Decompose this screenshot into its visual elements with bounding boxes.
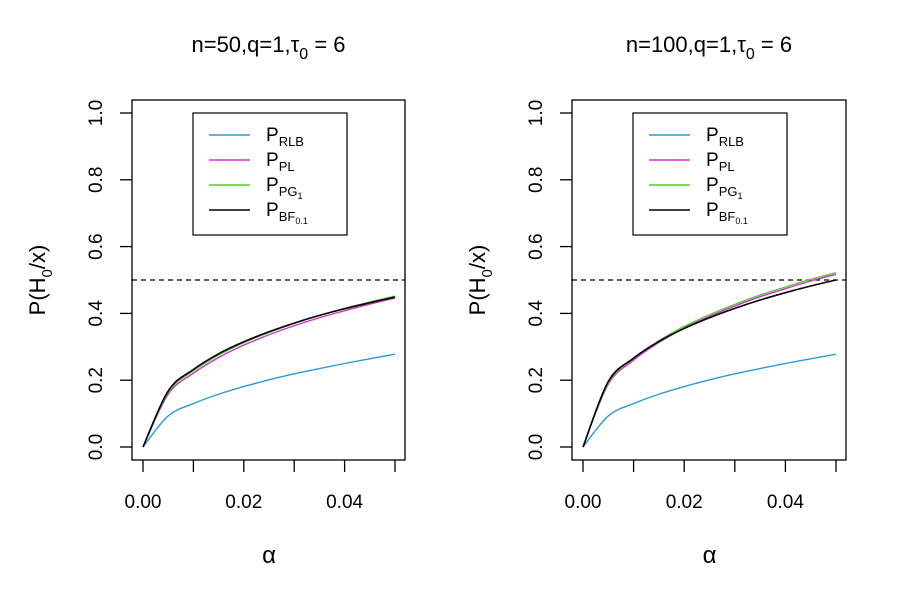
chart-panel-1: n=50,q=1,τ0 = 6 0.00 0.02 0.04 0.0 0.2 0.4 0.6 0… [25,32,406,569]
chart-title: n=50,q=1,τ0 = 6 [191,32,345,63]
legend-label: PRLB [266,125,304,149]
legend-label: PRLB [706,125,744,149]
chart-panel-2: n=100,q=1,τ0 = 6 0.00 0.02 0.04 0.0 0.2 0.4 0.6… [465,32,847,569]
y-tick-label: 0.2 [86,367,107,393]
y-tick-label: 0.6 [86,233,107,259]
series-line-PRLB [582,353,837,448]
series-line-PPG1 [582,271,837,448]
chart-title: n=100,q=1,τ0 = 6 [626,32,792,63]
x-tick-label: 0.02 [225,492,262,513]
x-axis-label: α [262,542,276,569]
y-tick-label: 0.0 [526,434,547,460]
y-tick-label: 0.2 [526,367,547,393]
x-tick-label: 0.04 [767,492,804,513]
y-tick-label: 1.0 [86,100,107,126]
y-axis-label: P(H0/x) [25,245,56,316]
y-tick-label: 0.8 [86,167,107,193]
series-line-PPL [142,297,396,448]
x-tick-label: 0.00 [125,492,162,513]
x-tick-label: 0.04 [326,492,363,513]
legend-label: PPG1 [706,175,743,201]
y-tick-label: 0.4 [86,300,107,327]
legend-label: PBF0.1 [266,200,308,226]
legend-box [192,112,348,236]
y-axis-label: P(H0/x) [465,245,496,316]
y-tick-label: 0.0 [86,434,107,460]
legend-label: PPL [706,150,735,174]
y-tick-label: 0.8 [526,167,547,193]
x-axis-label: α [703,542,717,569]
series-line-PBF0.1 [142,296,396,448]
series-line-PPL [582,273,837,448]
legend-label: PPL [266,150,295,174]
legend-box [632,112,788,236]
x-tick-label: 0.02 [666,492,703,513]
y-tick-label: 0.4 [526,300,547,327]
series-line-PRLB [142,353,396,448]
y-tick-label: 0.6 [526,233,547,259]
y-tick-label: 1.0 [526,100,547,126]
series-line-PBF0.1 [582,279,837,448]
legend-label: PBF0.1 [706,200,748,226]
x-tick-label: 0.00 [565,492,602,513]
legend-label: PPG1 [266,175,303,201]
series-line-PPG1 [142,295,396,448]
